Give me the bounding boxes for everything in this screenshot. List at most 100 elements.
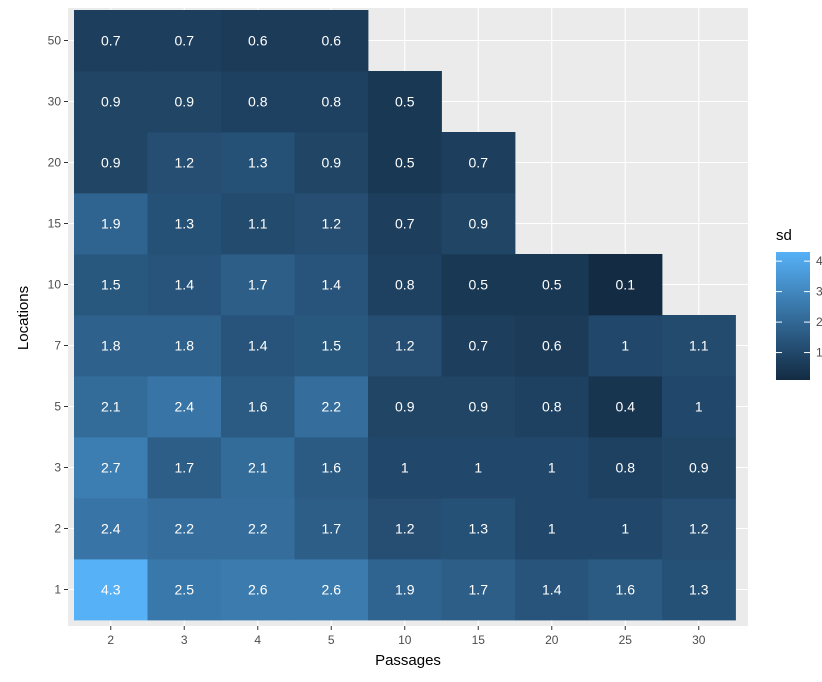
cell-value-label: 1.7 — [248, 277, 268, 293]
heatmap-cell — [294, 132, 369, 194]
x-tick-label: 30 — [692, 633, 706, 647]
y-axis-title: Locations — [15, 286, 32, 350]
heatmap-cell — [368, 71, 442, 133]
heatmap-cell — [588, 559, 663, 621]
cell-value-label: 1 — [621, 338, 629, 354]
cell-value-label: 1.1 — [689, 338, 709, 354]
legend-tick-label: 2 — [816, 315, 822, 329]
cell-value-label: 2.5 — [175, 582, 195, 598]
cell-value-label: 1.4 — [542, 582, 562, 598]
heatmap-cell — [221, 10, 295, 72]
cell-value-label: 1.2 — [395, 338, 415, 354]
cell-value-label: 0.7 — [395, 216, 415, 232]
heatmap-cell — [147, 193, 222, 255]
heatmap-cell — [74, 132, 148, 194]
heatmap-cell — [515, 376, 589, 438]
heatmap-cell — [441, 559, 516, 621]
y-tick-label: 5 — [54, 400, 61, 414]
heatmap-cell — [588, 376, 663, 438]
cell-value-label: 1.4 — [322, 277, 342, 293]
heatmap-cell — [74, 254, 148, 316]
cell-value-label: 2.7 — [101, 460, 121, 476]
cell-value-label: 0.9 — [469, 399, 489, 415]
heatmap-cell — [221, 559, 295, 621]
cell-value-label: 0.8 — [322, 94, 342, 110]
cell-value-label: 0.9 — [469, 216, 489, 232]
cell-value-label: 2.4 — [175, 399, 195, 415]
y-tick-label: 1 — [54, 583, 61, 597]
heatmap-cell — [147, 498, 222, 560]
cell-value-label: 1.9 — [395, 582, 415, 598]
cell-value-label: 0.6 — [542, 338, 562, 354]
heatmap-cell — [515, 437, 589, 499]
heatmap-cell — [441, 498, 516, 560]
heatmap-cell — [294, 10, 369, 72]
heatmap-cell — [588, 437, 663, 499]
cell-value-label: 0.7 — [469, 155, 489, 171]
cell-value-label: 0.4 — [616, 399, 636, 415]
cell-value-label: 1 — [548, 460, 556, 476]
legend-title: sd — [776, 227, 792, 244]
legend-tick-label: 3 — [816, 285, 822, 299]
cell-value-label: 0.1 — [616, 277, 636, 293]
cell-value-label: 0.8 — [248, 94, 268, 110]
heatmap-cell — [147, 254, 222, 316]
cell-value-label: 1.3 — [248, 155, 268, 171]
heatmap-cell — [441, 254, 516, 316]
heatmap-cell — [147, 71, 222, 133]
cell-value-label: 0.7 — [101, 33, 121, 49]
cell-value-label: 0.5 — [542, 277, 562, 293]
heatmap-cell — [147, 376, 222, 438]
heatmap-cell — [74, 71, 148, 133]
heatmap-cell — [368, 498, 442, 560]
cell-value-label: 1.9 — [101, 216, 121, 232]
x-tick-label: 20 — [545, 633, 559, 647]
heatmap-cell — [74, 10, 148, 72]
x-axis: 2 3 4 5 10 15 20 25 30 — [107, 626, 706, 647]
cell-value-label: 0.5 — [395, 155, 415, 171]
heatmap-cell — [294, 254, 369, 316]
cell-value-label: 0.9 — [322, 155, 342, 171]
cell-value-label: 1.4 — [248, 338, 268, 354]
y-tick-label: 20 — [48, 156, 62, 170]
heatmap-cell — [147, 315, 222, 377]
heatmap-cell — [221, 193, 295, 255]
heatmap-cell — [221, 315, 295, 377]
y-axis: 1 2 3 5 7 10 15 20 30 50 — [48, 34, 68, 597]
heatmap-cell — [368, 315, 442, 377]
heatmap-cell — [588, 254, 663, 316]
heatmap-cell — [515, 498, 589, 560]
x-axis-title: Passages — [375, 652, 441, 669]
y-tick-label: 10 — [48, 278, 62, 292]
heatmap-cell — [147, 437, 222, 499]
heatmap-cell — [294, 559, 369, 621]
heatmap-cell — [294, 71, 369, 133]
legend-ticks: 1 2 3 4 — [776, 254, 822, 360]
y-tick-label: 7 — [54, 339, 61, 353]
cell-value-label: 0.8 — [395, 277, 415, 293]
cell-value-label: 2.1 — [248, 460, 268, 476]
heatmap-cell — [441, 437, 516, 499]
cell-value-label: 1.7 — [322, 521, 342, 537]
heatmap-cell — [515, 315, 589, 377]
cell-value-label: 1.6 — [616, 582, 636, 598]
cell-value-label: 0.8 — [542, 399, 562, 415]
x-tick-label: 25 — [619, 633, 633, 647]
cell-value-label: 1.2 — [322, 216, 342, 232]
cell-value-label: 1.6 — [322, 460, 342, 476]
heatmap-cell — [662, 437, 736, 499]
cell-value-label: 0.8 — [616, 460, 636, 476]
legend-tick-label: 1 — [816, 346, 822, 360]
heatmap-cell — [74, 437, 148, 499]
cell-value-label: 0.7 — [469, 338, 489, 354]
heatmap-cell — [294, 376, 369, 438]
heatmap-cell — [74, 376, 148, 438]
x-tick-label: 3 — [181, 633, 188, 647]
cell-value-label: 4.3 — [101, 582, 121, 598]
cell-value-label: 1.3 — [175, 216, 195, 232]
cell-value-label: 1 — [695, 399, 703, 415]
cell-value-label: 1.7 — [469, 582, 489, 598]
cell-value-label: 0.9 — [101, 94, 121, 110]
heatmap-cell — [221, 254, 295, 316]
